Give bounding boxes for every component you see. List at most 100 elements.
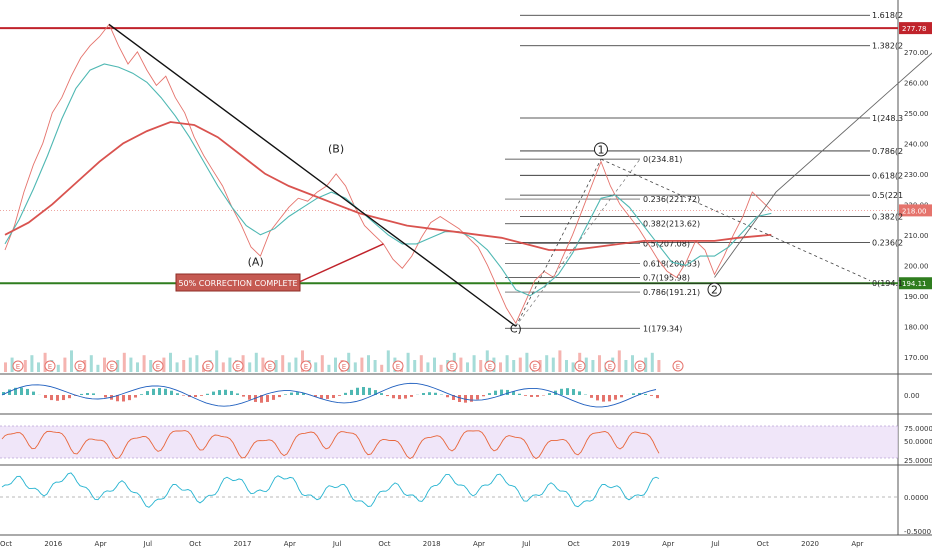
volume-bar [24,360,27,372]
volume-bar [189,358,192,372]
fib-ext-label: 0.786(2 [872,147,903,156]
volume-bar [294,358,297,372]
volume-bar [591,360,594,372]
macd-bar [650,395,653,396]
volume-bar [228,358,231,372]
macd-bar [200,395,203,396]
macd-bar [170,391,173,395]
volume-bar [413,360,416,372]
y-tick-label: 240.00 [904,140,929,148]
volume-bar [360,358,363,372]
macd-bar [446,395,449,397]
macd-bar [608,395,611,401]
macd-bar [164,389,167,395]
fib-ext-label: 0(194.1 [872,279,903,288]
earnings-marker-label: E [236,363,240,371]
x-tick-label: Jul [521,540,531,548]
macd-bar [92,393,95,395]
y-tick-label: 200.00 [904,262,929,270]
x-tick-label: Apr [284,540,296,548]
macd-bar [494,391,497,395]
volume-bar [334,358,337,372]
volume-bar [506,355,509,372]
rsi-axis-label: 25.0000 [904,457,932,465]
macd-bar [632,393,635,395]
macd-bar [248,395,251,400]
fib-ext-label: 0.382(2 [872,212,903,221]
volume-bar [123,353,126,372]
macd-bar [362,387,365,395]
volume-bar [552,358,555,372]
volume-bar [4,362,7,372]
earnings-marker-label: E [608,363,612,371]
earnings-marker-label: E [206,363,210,371]
rsi-axis-label: 75.0000 [904,425,932,433]
wave-label: 1 [597,143,604,156]
volume-bar [222,362,225,372]
macd-bar [182,395,185,396]
volume-bar [136,362,139,372]
macd-bar [518,394,521,395]
macd-bar [56,395,59,401]
macd-bar [146,391,149,395]
macd-bar [272,395,275,400]
x-tick-label: 2018 [423,540,441,548]
macd-bar [44,395,47,398]
fib-retrace-label: 1(179.34) [643,324,682,333]
macd-bar [296,392,299,395]
volume-bar [195,355,198,372]
volume-bar [598,355,601,372]
volume-bar [327,365,330,372]
macd-bar [578,391,581,395]
macd-bar [560,389,563,395]
fib-ext-label: 1(248.3 [872,114,903,123]
macd-bar [392,395,395,398]
macd-bar [434,393,437,395]
macd-bar [128,395,131,400]
volume-bar [314,362,317,372]
macd-bar [596,395,599,400]
volume-bar [499,362,502,372]
volume-bar [182,360,185,372]
volume-bar [70,350,73,372]
x-tick-label: Oct [378,540,390,548]
x-tick-label: Jul [710,540,720,548]
x-tick-label: Jul [332,540,342,548]
macd-bar [224,390,227,395]
y-tick-label: 190.00 [904,293,929,301]
fib-ext-label: 0.236(2 [872,238,903,247]
macd-bar [62,395,65,400]
macd-bar [422,393,425,395]
volume-bar [261,358,264,372]
macd-bar [122,395,125,401]
volume-bar [63,358,66,372]
volume-bar [525,353,528,372]
macd-bar [590,395,593,398]
volume-bar [624,360,627,372]
volume-bar [572,362,575,372]
macd-bar [284,394,287,395]
earnings-marker-label: E [78,363,82,371]
volume-bar [545,355,548,372]
y-tick-label: 180.00 [904,323,929,331]
volume-bar [565,360,568,372]
earnings-marker-label: E [533,363,537,371]
volume-bar [281,355,284,372]
macd-bar [488,393,491,395]
volume-bar [420,355,423,372]
macd-bar [530,395,533,397]
volume-bar [169,353,172,372]
resistance-price-label: 277.78 [902,25,927,33]
macd-bar [470,395,473,402]
wave-label: (A) [248,255,264,268]
macd-bar [212,392,215,395]
last-price-label: 218.00 [902,207,927,215]
volume-bar [433,358,436,372]
rsi-axis-label: 50.0000 [904,438,932,446]
fib-ext-label: 0.5(221 [872,191,903,200]
volume-bar [255,353,258,372]
macd-bar [158,388,161,395]
macd-bar [26,389,29,395]
